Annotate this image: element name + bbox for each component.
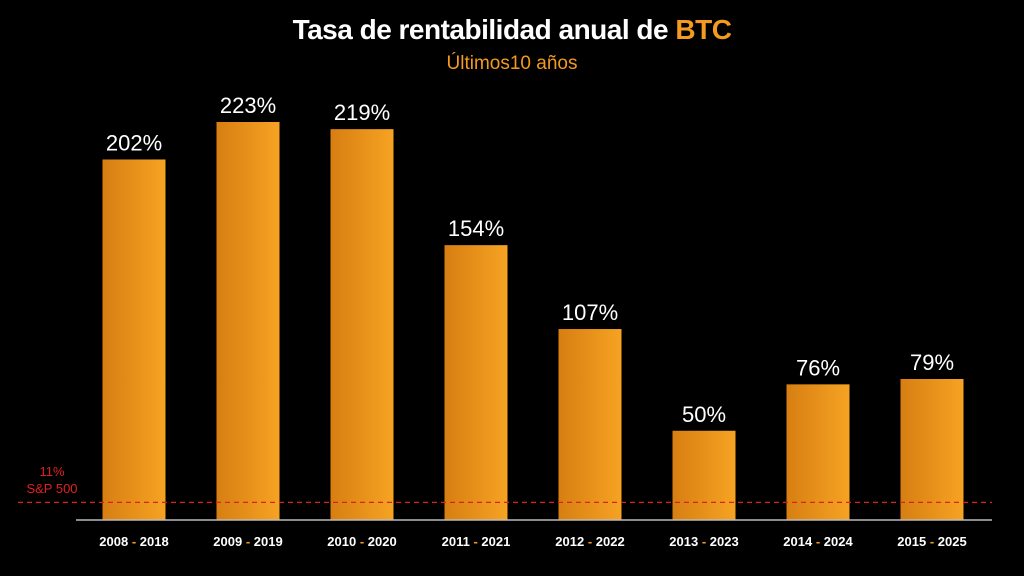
bar-value-label: 50% xyxy=(682,402,726,427)
x-tick-label: 2008 - 2018 xyxy=(99,534,168,549)
x-tick-label: 2015 - 2025 xyxy=(897,534,966,549)
bar-2011-2021 xyxy=(444,245,508,520)
x-tick-label: 2009 - 2019 xyxy=(213,534,282,549)
bar-value-label: 219% xyxy=(334,100,390,125)
bar-2008-2018 xyxy=(102,159,166,520)
x-axis-labels-group: 2008 - 2018 2009 - 2019 2010 - 2020 2011 - … xyxy=(99,534,966,549)
bar-2012-2022 xyxy=(558,329,622,520)
bar-2010-2020 xyxy=(330,129,394,520)
bar-2014-2024 xyxy=(786,384,850,520)
chart-title: Tasa de rentabilidad anual de BTC xyxy=(0,14,1024,46)
bar-value-label: 76% xyxy=(796,355,840,380)
x-tick-label: 2011 - 2021 xyxy=(442,534,511,549)
bars-group xyxy=(102,122,964,520)
bar-value-label: 79% xyxy=(910,350,954,375)
chart-title-highlight: BTC xyxy=(675,14,732,45)
reference-line-value-label: 11% xyxy=(39,464,64,479)
x-tick-label: 2012 - 2022 xyxy=(555,534,624,549)
chart-title-text: Tasa de rentabilidad anual de xyxy=(292,14,676,45)
bar-value-label: 202% xyxy=(106,130,162,155)
bar-2009-2019 xyxy=(216,122,280,520)
bar-value-label: 223% xyxy=(220,93,276,118)
x-tick-label: 2013 - 2023 xyxy=(669,534,738,549)
bar-2015-2025 xyxy=(900,379,964,520)
bar-value-label: 107% xyxy=(562,300,618,325)
bar-value-label: 154% xyxy=(448,216,504,241)
bar-2013-2023 xyxy=(672,430,736,520)
reference-line-name-label: S&P 500 xyxy=(26,481,77,496)
chart-subtitle: Últimos10 años xyxy=(446,53,578,74)
x-tick-label: 2014 - 2024 xyxy=(783,534,853,549)
value-labels-group: 202% 223% 219% 154% 107% 50% 76% 79% xyxy=(106,93,954,427)
x-tick-label: 2010 - 2020 xyxy=(327,534,396,549)
